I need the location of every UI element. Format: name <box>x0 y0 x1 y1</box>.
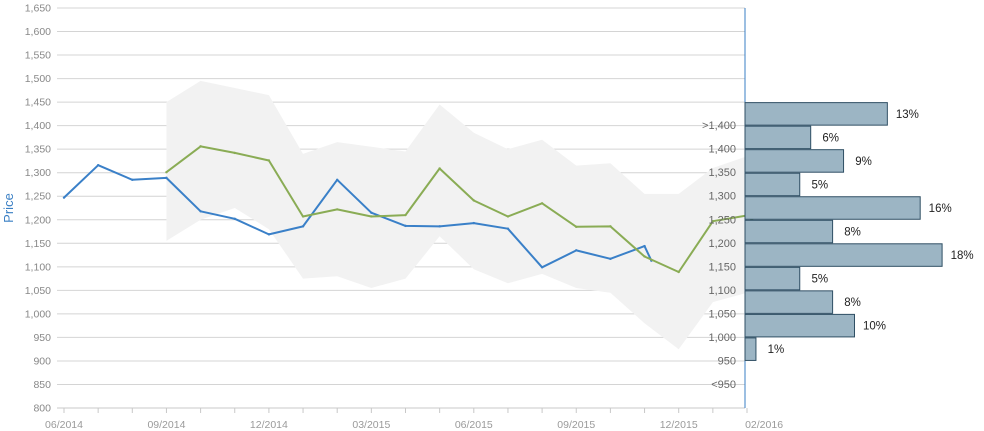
series-2-point <box>643 255 646 258</box>
y-tick-label: 1,250 <box>25 191 51 203</box>
histogram-bin-label: 1,400 <box>708 144 736 156</box>
series-1-point <box>336 178 339 181</box>
series-1-point <box>370 211 373 214</box>
y-tick-label: 1,600 <box>25 26 51 38</box>
y-tick-label: 1,350 <box>25 144 51 156</box>
series-1-point <box>62 196 66 199</box>
series-1-point <box>404 224 407 228</box>
series-2-point <box>506 215 510 218</box>
series-2-point <box>711 219 715 223</box>
series-2-point <box>199 145 202 148</box>
series-2-point <box>575 225 578 229</box>
y-tick-label: 950 <box>33 332 51 344</box>
y-tick-label: 1,000 <box>25 308 51 320</box>
series-2-point <box>165 171 168 174</box>
series-1-point <box>540 266 544 269</box>
series-2-point <box>540 202 544 205</box>
series-1-point <box>165 176 168 180</box>
y-tick-label: 1,150 <box>25 238 51 250</box>
histogram-bar <box>744 337 757 361</box>
forecast-range-band <box>166 80 747 350</box>
x-tick-label: 03/2015 <box>352 419 390 431</box>
histogram-percent-label: 8% <box>844 227 861 239</box>
series-1-point <box>267 233 271 236</box>
histogram-percent-label: 18% <box>951 250 974 262</box>
y-tick-label: 1,200 <box>25 214 51 226</box>
series-2-point <box>404 213 407 217</box>
histogram-bin-label: 950 <box>718 355 736 367</box>
y-tick-label: 1,300 <box>25 167 51 179</box>
x-tick-label: 02/2016 <box>745 419 783 431</box>
histogram-bar <box>744 290 834 314</box>
series-1-point <box>506 227 510 230</box>
y-tick-label: 1,650 <box>25 3 51 15</box>
series-2-point <box>438 167 441 170</box>
x-tick-label: 09/2014 <box>147 419 185 431</box>
histogram-bin-label: 1,200 <box>708 238 736 250</box>
series-1-point <box>131 178 134 181</box>
histogram-percent-label: 8% <box>844 297 861 309</box>
histogram-percent-label: 16% <box>929 203 952 215</box>
series-2-point <box>233 151 236 155</box>
y-tick-label: 1,050 <box>25 285 51 297</box>
histogram-bar <box>744 125 812 150</box>
series-1-point <box>438 225 441 228</box>
series-1-point <box>609 257 612 261</box>
histogram-bin-label: 1,350 <box>708 167 736 179</box>
y-tick-label: 850 <box>33 379 51 391</box>
histogram-bar <box>744 243 943 267</box>
histogram-bin-label: 1,250 <box>708 214 736 226</box>
series-1-point <box>643 244 646 248</box>
histogram-bin-label: >1,400 <box>702 120 736 132</box>
y-tick-label: 900 <box>33 355 51 367</box>
histogram-bar <box>744 102 888 126</box>
y-tick-label: 1,450 <box>25 97 51 109</box>
series-2-point <box>301 215 305 218</box>
histogram-bar <box>744 313 855 338</box>
series-1-point <box>96 163 100 167</box>
y-axis-title: Price <box>1 193 16 223</box>
histogram-bin-label: 1,150 <box>708 261 736 273</box>
series-2-point <box>267 159 271 162</box>
series-2-point <box>677 270 680 274</box>
histogram-bin-label: <950 <box>711 379 736 391</box>
x-tick-label: 06/2015 <box>455 419 493 431</box>
series-1-point <box>301 225 305 228</box>
histogram-percent-label: 5% <box>811 179 828 191</box>
series-2-point <box>336 208 339 211</box>
series-1-point <box>199 210 202 213</box>
histogram-bar <box>744 172 801 197</box>
histogram-bar <box>744 196 921 220</box>
y-tick-label: 800 <box>33 403 51 415</box>
y-tick-label: 1,100 <box>25 261 51 273</box>
histogram-percent-label: 1% <box>768 344 785 356</box>
histogram-percent-label: 13% <box>896 109 919 121</box>
histogram-bin-label: 1,000 <box>708 332 736 344</box>
histogram-percent-label: 9% <box>855 156 872 168</box>
series-1-point <box>472 221 475 225</box>
histogram-percent-label: 5% <box>811 274 828 286</box>
histogram-bar <box>744 266 801 291</box>
x-tick-label: 12/2015 <box>660 419 698 431</box>
y-tick-label: 1,550 <box>25 50 51 62</box>
series-2-point <box>370 215 373 218</box>
histogram-bar <box>744 219 834 244</box>
x-tick-label: 06/2014 <box>45 419 83 431</box>
histogram-percent-label: 10% <box>863 321 886 333</box>
histogram-bin-label: 1,300 <box>708 191 736 203</box>
y-tick-label: 1,500 <box>25 73 51 85</box>
histogram-bin-label: 1,100 <box>708 285 736 297</box>
y-tick-label: 1,400 <box>25 120 51 132</box>
histogram-bar <box>744 149 845 173</box>
series-1-point <box>233 217 236 221</box>
histogram-bin-label: 1,050 <box>708 308 736 320</box>
x-tick-label: 12/2014 <box>250 419 288 431</box>
series-2-point <box>609 225 612 228</box>
series-2-point <box>472 199 475 202</box>
series-1-point <box>575 249 578 252</box>
x-tick-label: 09/2015 <box>557 419 595 431</box>
histogram-percent-label: 6% <box>822 132 839 144</box>
